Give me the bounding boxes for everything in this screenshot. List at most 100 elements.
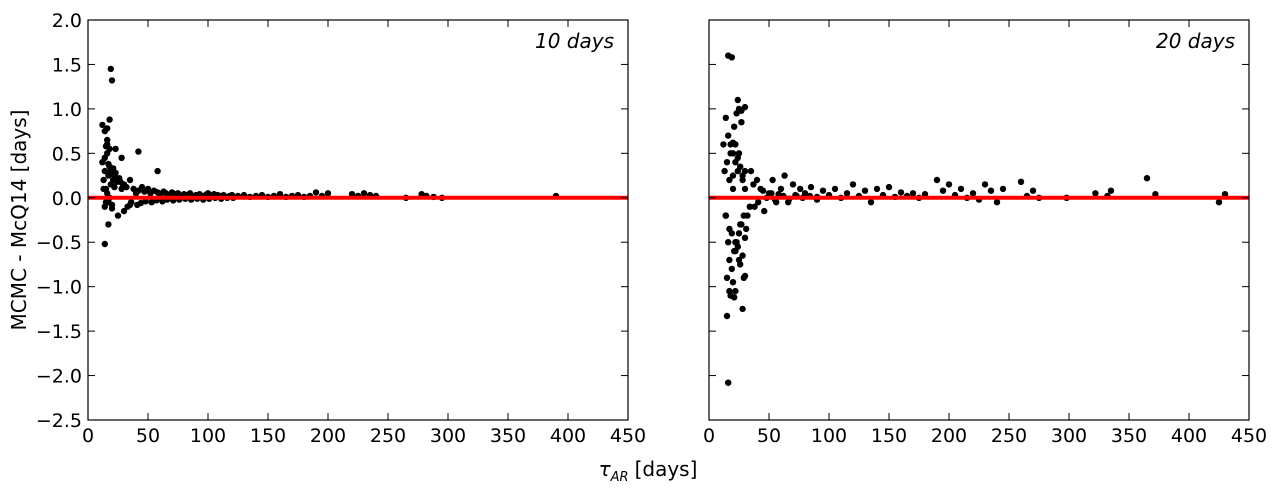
- data-point: [843, 190, 851, 197]
- x-tick-label: 100: [811, 425, 847, 447]
- data-point: [739, 252, 746, 259]
- data-point: [1107, 187, 1115, 194]
- data-point: [945, 181, 953, 188]
- y-tick-label: −2.0: [36, 366, 82, 388]
- data-point: [725, 379, 732, 386]
- data-point: [1215, 199, 1223, 206]
- data-point: [741, 185, 749, 193]
- x-tick-label: 150: [250, 425, 286, 447]
- data-point: [999, 185, 1007, 193]
- x-tick-label: 450: [1231, 425, 1267, 447]
- data-point: [324, 190, 332, 197]
- data-point: [126, 201, 134, 209]
- x-axis-title-unit: [days]: [635, 457, 698, 481]
- x-axis-title-subscript: AR: [610, 470, 629, 485]
- panel-annotation: 20 days: [1156, 29, 1235, 53]
- data-point: [739, 305, 746, 313]
- data-point: [741, 167, 749, 175]
- y-tick-label: 1.0: [52, 99, 82, 121]
- data-point: [957, 185, 965, 193]
- data-point: [993, 199, 1001, 206]
- x-tick-label: 300: [1051, 425, 1087, 447]
- data-point: [1092, 190, 1099, 197]
- x-tick-label: 0: [703, 425, 715, 447]
- left-panel-10-days: 0 50 100 150 200 250 300 350 400 450 −2.5 −2.0 −1.5 −…: [36, 10, 646, 447]
- data-point: [725, 239, 732, 246]
- data-point: [755, 199, 762, 206]
- data-point: [100, 185, 107, 193]
- data-point: [105, 221, 112, 228]
- data-point: [101, 203, 109, 210]
- data-point: [761, 207, 768, 215]
- data-point: [728, 54, 735, 61]
- x-axis-title-symbol: τ: [599, 457, 612, 481]
- x-axis-title: τAR [days]: [599, 457, 698, 485]
- x-tick-label: 100: [190, 425, 226, 447]
- data-point: [135, 148, 142, 155]
- data-point: [746, 203, 753, 210]
- data-point: [909, 190, 917, 197]
- data-point: [735, 150, 743, 157]
- data-point: [101, 167, 109, 175]
- data-point: [722, 114, 729, 122]
- data-point: [743, 225, 750, 233]
- data-point: [819, 187, 827, 194]
- data-point: [738, 107, 745, 114]
- data-point: [729, 139, 737, 146]
- data-point: [732, 287, 739, 295]
- x-tick-label: 250: [991, 425, 1027, 447]
- data-point: [723, 274, 731, 281]
- data-point: [731, 123, 738, 130]
- data-point: [104, 136, 111, 144]
- y-tick-label: 2.0: [52, 10, 82, 32]
- data-point: [148, 199, 155, 206]
- data-point: [734, 96, 741, 104]
- data-point: [729, 172, 737, 179]
- x-tick-label: 50: [136, 425, 160, 447]
- x-tick-label: 450: [610, 425, 646, 447]
- y-tick-label: −2.5: [36, 410, 82, 432]
- data-point: [112, 169, 119, 177]
- data-point: [108, 205, 116, 212]
- y-tick-label: 1.5: [52, 54, 82, 76]
- data-point: [738, 221, 745, 228]
- y-tick-label: −0.5: [36, 232, 82, 254]
- data-point: [726, 225, 733, 233]
- scatter-points: [720, 52, 1229, 386]
- data-point: [759, 187, 767, 194]
- x-tick-label: 400: [550, 425, 586, 447]
- data-point: [831, 185, 839, 193]
- data-point: [723, 312, 731, 320]
- data-point: [102, 143, 110, 150]
- data-point: [120, 207, 128, 215]
- data-point: [728, 265, 735, 273]
- x-tick-label: 200: [931, 425, 967, 447]
- data-point: [154, 167, 161, 175]
- x-tick-label: 50: [757, 425, 781, 447]
- data-point: [789, 181, 797, 188]
- data-point: [105, 199, 112, 206]
- data-point: [105, 160, 112, 168]
- data-point: [360, 190, 368, 197]
- data-point: [735, 230, 743, 237]
- data-point: [740, 212, 747, 219]
- data-point: [781, 172, 788, 179]
- data-point: [753, 176, 761, 184]
- data-point: [106, 116, 113, 123]
- data-point: [104, 125, 111, 132]
- scatter-points: [99, 65, 560, 248]
- data-point: [726, 176, 733, 184]
- data-point: [726, 256, 733, 264]
- y-tick-label: 0.5: [52, 143, 82, 165]
- data-point: [807, 183, 815, 191]
- data-point: [1017, 178, 1025, 185]
- data-point: [732, 239, 739, 246]
- data-point: [867, 199, 875, 206]
- data-point: [729, 185, 737, 193]
- data-point: [101, 154, 109, 161]
- data-point: [137, 199, 144, 207]
- data-point: [987, 187, 995, 194]
- data-point: [729, 279, 737, 286]
- data-point: [735, 256, 743, 264]
